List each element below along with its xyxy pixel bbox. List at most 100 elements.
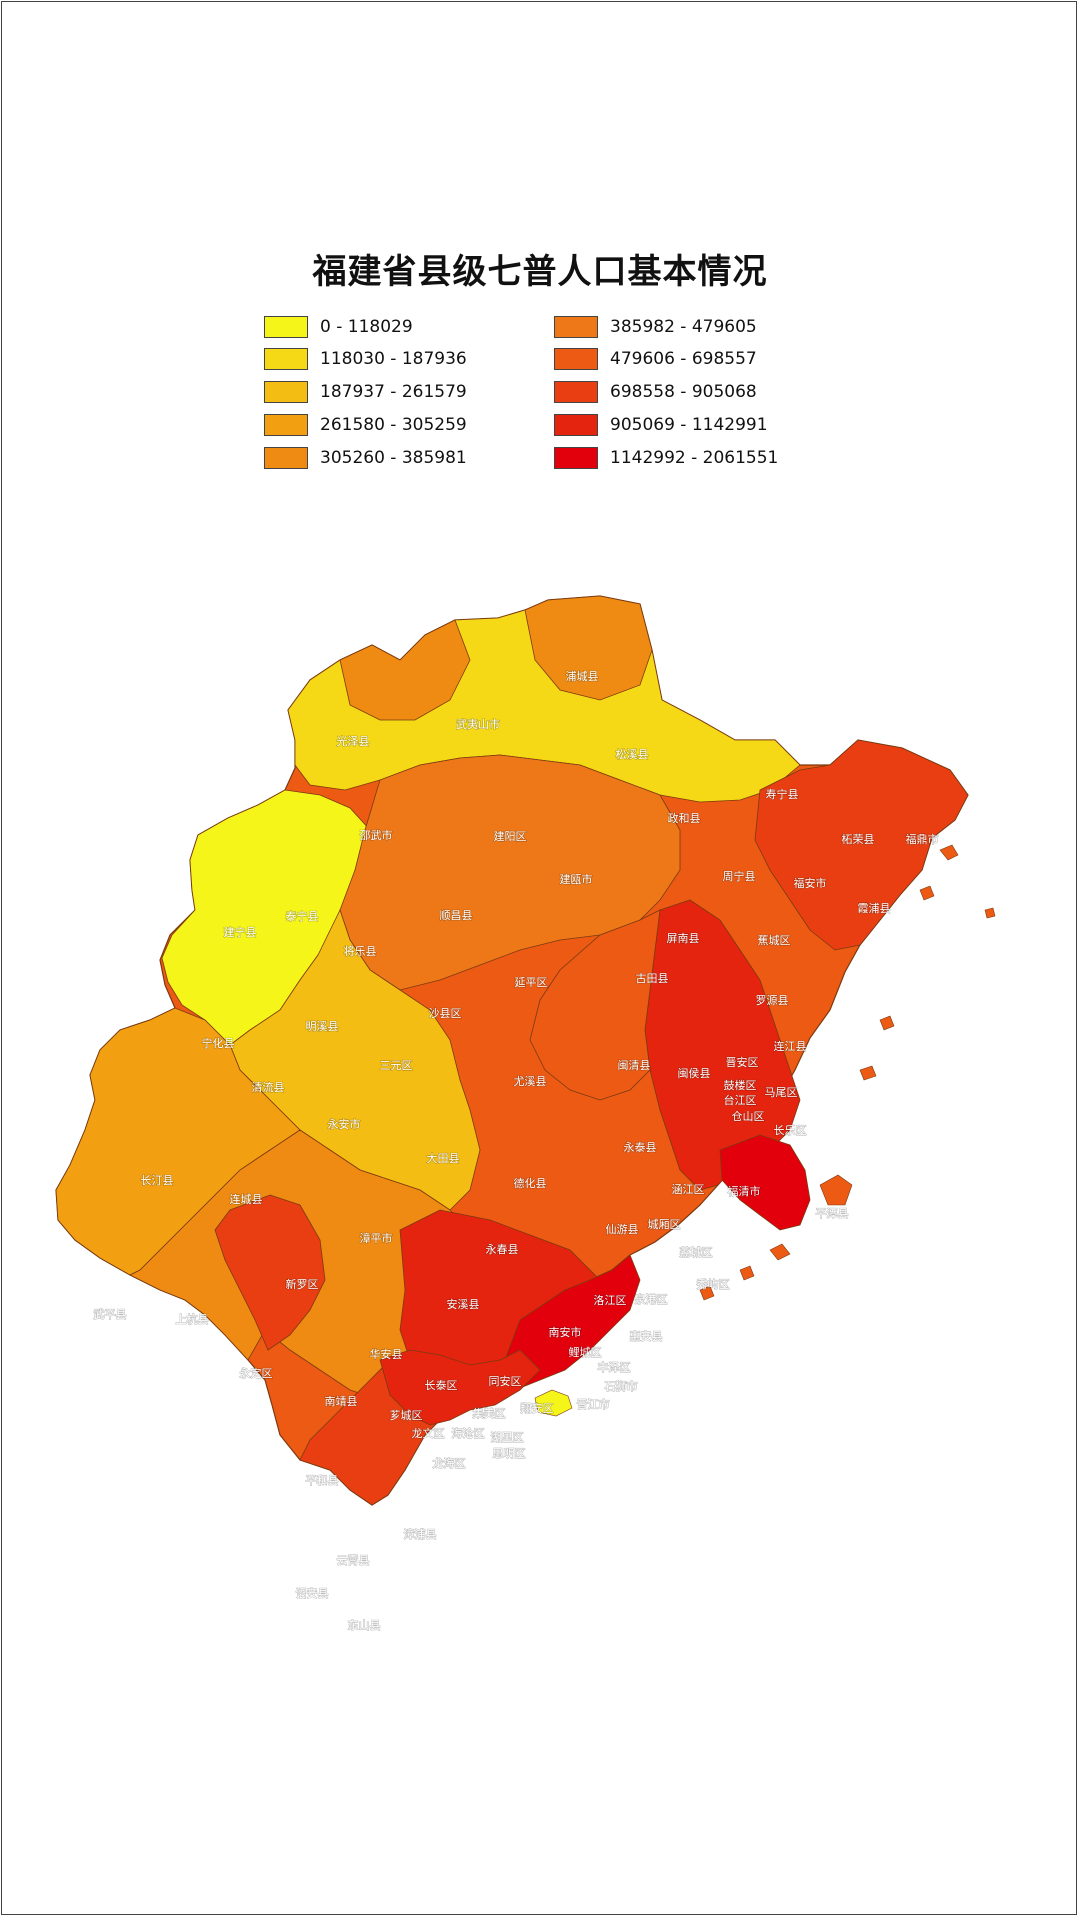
island [919, 885, 935, 901]
legend-swatch [264, 316, 308, 338]
island [879, 1015, 895, 1031]
zone-east-orange [529, 909, 661, 1101]
region-label: 秀屿区 [697, 1278, 730, 1291]
legend-label: 187937 - 261579 [320, 382, 467, 402]
region-label: 长泰区 [425, 1378, 458, 1392]
legend-swatch [264, 447, 308, 469]
island [699, 1285, 715, 1301]
region-label: 马尾区 [765, 1086, 798, 1099]
region-label: 建宁县 [224, 925, 257, 939]
region-label: 晋安区 [726, 1055, 759, 1069]
region-label: 诏安县 [296, 1586, 329, 1600]
region-label: 海沧区 [452, 1426, 485, 1440]
region-label: 宁化县 [202, 1036, 235, 1050]
region-label: 闽清县 [618, 1059, 651, 1072]
region-label: 大田县 [427, 1151, 460, 1165]
map-title: 福建省县级七普人口基本情况 [312, 252, 768, 292]
legend-label: 698558 - 905068 [610, 382, 757, 402]
region-label: 洛江区 [594, 1293, 627, 1307]
region-label: 尤溪县 [514, 1075, 547, 1088]
legend-label: 905069 - 1142991 [610, 415, 768, 435]
zone-fuqing-red [719, 1134, 811, 1231]
region-label: 连江县 [774, 1040, 807, 1053]
region-label: 闽侯县 [678, 1066, 711, 1080]
region-label: 惠安县 [630, 1329, 663, 1343]
region-label: 仙游县 [606, 1223, 639, 1236]
region-label: 台江区 [724, 1093, 757, 1107]
region-label: 福清市 [728, 1184, 761, 1198]
offshore-islands [534, 844, 996, 1417]
region-label: 安溪县 [447, 1297, 480, 1311]
region-label: 芗城区 [390, 1409, 423, 1422]
island [859, 1065, 877, 1081]
legend-swatch [554, 316, 598, 338]
region-label: 漳浦县 [404, 1527, 437, 1541]
region-label: 永安市 [328, 1117, 361, 1131]
region-label: 思明区 [493, 1447, 526, 1460]
region-label: 新罗区 [286, 1277, 319, 1291]
region-label: 平和县 [306, 1474, 339, 1487]
region-label: 晋江市 [577, 1397, 610, 1411]
legend-label: 479606 - 698557 [610, 349, 757, 369]
region-label: 德化县 [514, 1176, 547, 1190]
zone-wuyi-orange [339, 619, 471, 721]
legend-swatch [554, 414, 598, 436]
region-label: 建阳区 [494, 829, 527, 843]
region-label: 清流县 [252, 1080, 285, 1094]
region-label: 上杭县 [176, 1312, 209, 1326]
region-label: 湖里区 [491, 1431, 524, 1444]
region-label: 龙海区 [433, 1456, 466, 1470]
legend-swatch [264, 381, 308, 403]
region-label: 集美区 [473, 1406, 506, 1420]
island [984, 907, 996, 919]
region-label: 南靖县 [325, 1395, 358, 1408]
region-label: 长汀县 [141, 1174, 174, 1187]
island [769, 1243, 791, 1261]
region-label: 泰宁县 [286, 909, 319, 923]
legend-label: 0 - 118029 [320, 317, 413, 337]
legend-swatch [264, 414, 308, 436]
region-label: 三元区 [380, 1059, 413, 1072]
region-label: 沙县区 [429, 1007, 462, 1020]
region-label: 城厢区 [648, 1218, 681, 1231]
region-label: 丰泽区 [598, 1361, 631, 1374]
region-label: 武平县 [94, 1308, 127, 1321]
legend-label: 118030 - 187936 [320, 349, 467, 369]
legend-label: 305260 - 385981 [320, 448, 467, 468]
region-label: 涵江区 [672, 1182, 705, 1196]
region-label: 寿宁县 [766, 787, 799, 801]
region-label: 霞浦县 [858, 902, 891, 915]
region-label: 将乐县 [344, 945, 377, 958]
region-label: 福安市 [794, 876, 827, 890]
kinmen-island [534, 1389, 573, 1417]
region-label: 平潭县 [816, 1207, 849, 1220]
region-label: 延平区 [515, 976, 548, 989]
region-label: 罗源县 [756, 993, 789, 1007]
legend-swatch [554, 447, 598, 469]
region-label: 政和县 [668, 811, 701, 825]
region-label: 建瓯市 [560, 872, 593, 886]
legend-label: 1142992 - 2061551 [610, 448, 779, 468]
legend-swatch [554, 381, 598, 403]
region-label: 龙文区 [412, 1426, 445, 1440]
region-label: 长乐区 [774, 1124, 807, 1137]
region-label: 明溪县 [306, 1020, 339, 1033]
region-label: 石狮市 [605, 1379, 638, 1393]
region-label: 蕉城区 [758, 934, 791, 947]
island [939, 844, 959, 861]
region-label: 福鼎市 [906, 832, 939, 846]
region-label: 同安区 [489, 1374, 522, 1388]
region-label: 泉港区 [635, 1292, 668, 1306]
region-label: 永春县 [486, 1242, 519, 1256]
zone-ningde-red [754, 739, 969, 951]
region-label: 光泽县 [337, 734, 370, 748]
island [819, 1174, 853, 1206]
region-label: 翔安区 [521, 1401, 554, 1415]
region-label: 仓山区 [732, 1109, 765, 1123]
region-label: 古田县 [636, 972, 669, 985]
region-label: 东山县 [348, 1619, 381, 1632]
region-label: 鼓楼区 [724, 1078, 757, 1092]
